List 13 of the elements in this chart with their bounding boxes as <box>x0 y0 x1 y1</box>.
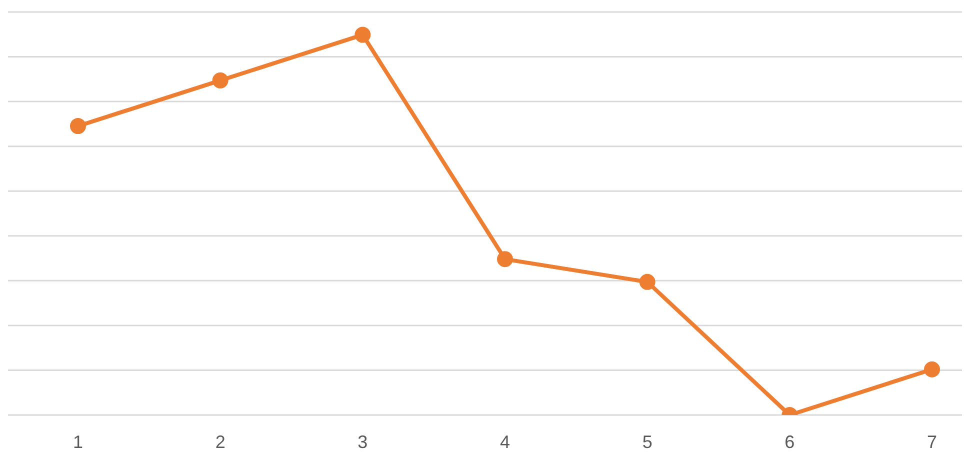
x-tick-label: 5 <box>642 432 652 452</box>
point <box>639 274 656 290</box>
x-tick-label: 6 <box>784 432 795 452</box>
x-tick-label: 4 <box>500 432 510 452</box>
point <box>924 361 940 378</box>
point <box>497 251 513 268</box>
x-tick-label: 2 <box>215 432 226 452</box>
x-tick-label: 7 <box>926 432 938 452</box>
point <box>354 26 371 43</box>
point <box>70 118 86 134</box>
x-tick-label: 1 <box>72 432 84 452</box>
point <box>212 72 228 88</box>
x-tick-label: 3 <box>358 432 368 452</box>
